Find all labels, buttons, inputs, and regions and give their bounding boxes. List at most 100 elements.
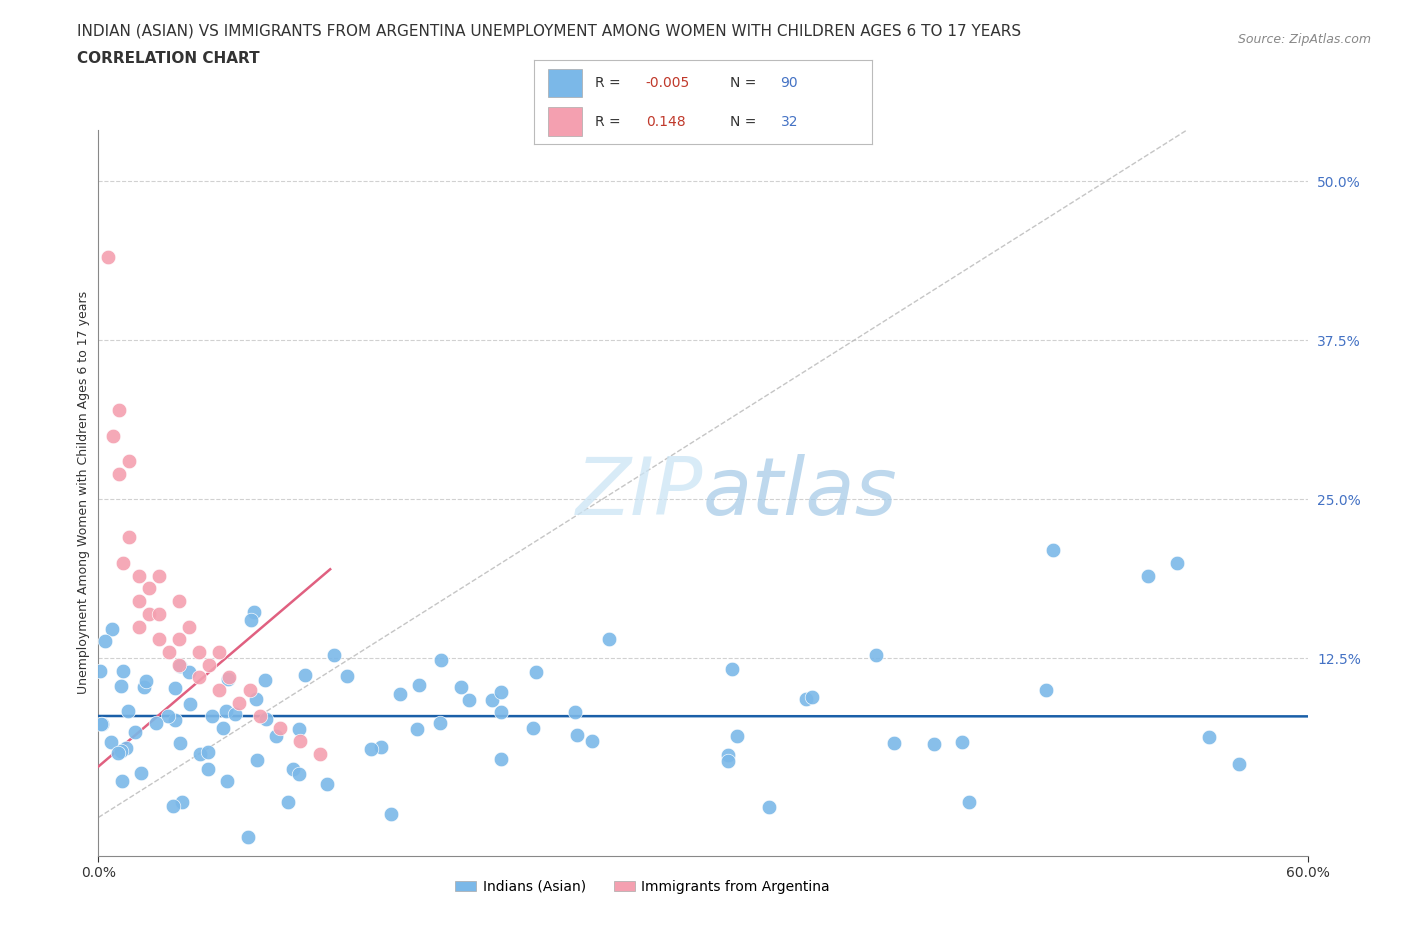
Point <box>110 679 132 694</box>
Point <box>90 716 112 731</box>
Text: ZIP: ZIP <box>575 454 703 532</box>
Text: R =: R = <box>595 114 620 128</box>
Point <box>430 653 453 668</box>
Text: R =: R = <box>595 76 620 90</box>
Text: atlas: atlas <box>703 454 898 532</box>
Point <box>277 794 299 809</box>
Point <box>134 680 156 695</box>
Point <box>883 736 905 751</box>
Y-axis label: Unemployment Among Women with Children Ages 6 to 17 years: Unemployment Among Women with Children A… <box>77 291 90 695</box>
Point <box>148 568 170 583</box>
Point <box>581 733 603 748</box>
Point <box>115 740 138 755</box>
Point <box>169 658 191 673</box>
Point <box>481 693 503 708</box>
Point <box>107 746 129 761</box>
Point <box>163 681 186 696</box>
Text: 90: 90 <box>780 76 799 90</box>
Point <box>288 766 311 781</box>
Point <box>1227 756 1250 771</box>
Point <box>322 648 344 663</box>
Point <box>246 752 269 767</box>
Point <box>128 619 150 634</box>
Point <box>243 604 266 619</box>
Point <box>197 762 219 777</box>
Point <box>380 806 402 821</box>
Point <box>1198 730 1220 745</box>
Point <box>198 658 221 672</box>
Point <box>228 696 250 711</box>
Point <box>128 568 150 583</box>
Point <box>163 713 186 728</box>
Point <box>117 703 139 718</box>
Point <box>957 794 980 809</box>
Point <box>215 703 238 718</box>
Point <box>218 670 240 684</box>
Point <box>283 762 305 777</box>
Point <box>217 671 239 686</box>
Point <box>188 746 211 761</box>
Point <box>208 683 231 698</box>
Point <box>128 593 150 608</box>
Point <box>429 715 451 730</box>
Point <box>148 631 170 646</box>
Point <box>1137 568 1160 583</box>
Point <box>1042 543 1064 558</box>
Point <box>236 830 259 844</box>
Point <box>720 661 742 676</box>
Point <box>1166 555 1188 570</box>
Point <box>717 753 740 768</box>
Point <box>794 691 817 706</box>
Point <box>598 631 620 646</box>
Point <box>179 619 201 634</box>
Point <box>179 697 201 711</box>
Point <box>157 709 180 724</box>
Point <box>922 737 945 751</box>
Point <box>138 581 160 596</box>
Point <box>264 728 287 743</box>
Point <box>89 663 111 678</box>
Point <box>370 739 392 754</box>
Point <box>197 745 219 760</box>
Point <box>101 621 124 636</box>
Point <box>491 705 513 720</box>
Text: Source: ZipAtlas.com: Source: ZipAtlas.com <box>1237 33 1371 46</box>
Point <box>491 684 513 699</box>
Point <box>253 673 276 688</box>
FancyBboxPatch shape <box>548 69 582 98</box>
Point <box>188 670 211 684</box>
Point <box>239 683 262 698</box>
Text: 32: 32 <box>780 114 799 128</box>
Point <box>522 721 544 736</box>
Point <box>131 765 153 780</box>
Point <box>167 593 190 608</box>
Point <box>107 466 129 481</box>
Point <box>148 606 170 621</box>
Point <box>450 680 472 695</box>
Point <box>725 728 748 743</box>
Legend: Indians (Asian), Immigrants from Argentina: Indians (Asian), Immigrants from Argenti… <box>450 874 835 899</box>
Point <box>188 644 211 659</box>
Text: INDIAN (ASIAN) VS IMMIGRANTS FROM ARGENTINA UNEMPLOYMENT AMONG WOMEN WITH CHILDR: INDIAN (ASIAN) VS IMMIGRANTS FROM ARGENT… <box>77 23 1021 38</box>
Text: 0.148: 0.148 <box>645 114 685 128</box>
Point <box>360 741 382 756</box>
Point <box>565 727 588 742</box>
Point <box>215 774 238 789</box>
Point <box>457 693 479 708</box>
Point <box>157 644 180 659</box>
Point <box>211 721 233 736</box>
Text: CORRELATION CHART: CORRELATION CHART <box>77 51 260 66</box>
Point <box>336 668 359 683</box>
Point <box>865 647 887 662</box>
Point <box>408 678 430 693</box>
FancyBboxPatch shape <box>548 107 582 136</box>
Point <box>288 722 311 737</box>
Point <box>101 428 124 443</box>
Point <box>254 712 277 727</box>
Point <box>717 748 740 763</box>
Point <box>758 800 780 815</box>
Text: N =: N = <box>730 76 756 90</box>
Point <box>405 722 427 737</box>
Point <box>97 250 120 265</box>
Point <box>288 734 311 749</box>
